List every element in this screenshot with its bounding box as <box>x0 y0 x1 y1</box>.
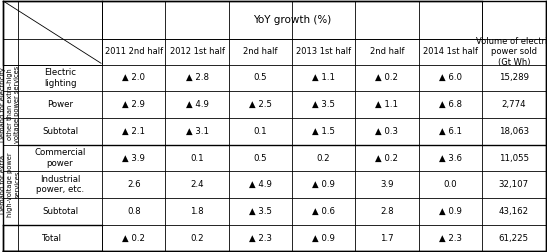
Text: ▲ 0.9: ▲ 0.9 <box>312 180 335 189</box>
Text: 18,063: 18,063 <box>499 127 529 136</box>
Text: Total: Total <box>43 234 62 243</box>
Text: ▲ 0.6: ▲ 0.6 <box>312 207 335 216</box>
Text: 0.8: 0.8 <box>127 207 141 216</box>
Text: 2012 1st half: 2012 1st half <box>170 47 225 56</box>
Text: 0.1: 0.1 <box>253 127 267 136</box>
Text: 1.7: 1.7 <box>380 234 394 243</box>
Text: 0.2: 0.2 <box>190 234 204 243</box>
Text: Volume of electric
power sold
(Gt Wh): Volume of electric power sold (Gt Wh) <box>476 37 547 67</box>
Text: Power: Power <box>47 100 73 109</box>
Text: 2.8: 2.8 <box>380 207 394 216</box>
Text: 0.5: 0.5 <box>253 153 267 163</box>
Text: 0.0: 0.0 <box>444 180 457 189</box>
Text: 0.1: 0.1 <box>190 153 204 163</box>
Text: ▲ 2.3: ▲ 2.3 <box>439 234 462 243</box>
Text: ▲ 4.9: ▲ 4.9 <box>249 180 272 189</box>
Text: 2011 2nd half: 2011 2nd half <box>104 47 163 56</box>
Text: 2014 1st half: 2014 1st half <box>423 47 478 56</box>
Text: YoY growth (%): YoY growth (%) <box>253 15 331 25</box>
Text: ▲ 6.8: ▲ 6.8 <box>439 100 462 109</box>
Text: 2.6: 2.6 <box>127 180 141 189</box>
Text: ▲ 3.9: ▲ 3.9 <box>123 153 145 163</box>
Text: 32,107: 32,107 <box>499 180 529 189</box>
Text: 11,055: 11,055 <box>499 153 529 163</box>
Text: ▲ 6.1: ▲ 6.1 <box>439 127 462 136</box>
Text: ▲ 2.9: ▲ 2.9 <box>123 100 145 109</box>
Text: ▲ 3.6: ▲ 3.6 <box>439 153 462 163</box>
Text: ▲ 2.8: ▲ 2.8 <box>185 73 208 82</box>
Text: 43,162: 43,162 <box>499 207 529 216</box>
Text: ▲ 0.9: ▲ 0.9 <box>439 207 462 216</box>
Text: ▲ 0.9: ▲ 0.9 <box>312 234 335 243</box>
Text: 2,774: 2,774 <box>502 100 526 109</box>
Text: ▲ 3.1: ▲ 3.1 <box>185 127 208 136</box>
Text: ▲ 1.5: ▲ 1.5 <box>312 127 335 136</box>
Text: 2nd half: 2nd half <box>243 47 277 56</box>
Text: 0.5: 0.5 <box>253 73 267 82</box>
Text: Demand for electricity
other than extra-high
voltage power services: Demand for electricity other than extra-… <box>1 66 20 143</box>
Text: ▲ 0.3: ▲ 0.3 <box>375 127 398 136</box>
Text: Subtotal: Subtotal <box>42 207 78 216</box>
Text: ▲ 1.1: ▲ 1.1 <box>375 100 398 109</box>
Text: Industrial
power, etc.: Industrial power, etc. <box>36 175 84 194</box>
Text: 0.2: 0.2 <box>317 153 330 163</box>
Text: 2.4: 2.4 <box>190 180 204 189</box>
Text: ▲ 3.5: ▲ 3.5 <box>312 100 335 109</box>
Text: 2nd half: 2nd half <box>370 47 404 56</box>
Text: Electric
lighting: Electric lighting <box>44 68 76 87</box>
Text: ▲ 0.2: ▲ 0.2 <box>375 153 398 163</box>
Text: 61,225: 61,225 <box>499 234 529 243</box>
Text: 15,289: 15,289 <box>499 73 529 82</box>
Text: ▲ 2.1: ▲ 2.1 <box>123 127 146 136</box>
Text: ▲ 6.0: ▲ 6.0 <box>439 73 462 82</box>
Text: Demand for extra
high-voltage power
services: Demand for extra high-voltage power serv… <box>1 152 20 217</box>
Text: ▲ 2.5: ▲ 2.5 <box>249 100 272 109</box>
Text: Subtotal: Subtotal <box>42 127 78 136</box>
Text: Commercial
power: Commercial power <box>34 148 86 168</box>
Text: ▲ 4.9: ▲ 4.9 <box>185 100 208 109</box>
Text: ▲ 3.5: ▲ 3.5 <box>249 207 272 216</box>
Text: ▲ 1.1: ▲ 1.1 <box>312 73 335 82</box>
Text: ▲ 0.2: ▲ 0.2 <box>375 73 398 82</box>
Text: 3.9: 3.9 <box>380 180 394 189</box>
Text: ▲ 2.0: ▲ 2.0 <box>123 73 146 82</box>
Text: 1.8: 1.8 <box>190 207 204 216</box>
Text: 2013 1st half: 2013 1st half <box>296 47 351 56</box>
Text: ▲ 2.3: ▲ 2.3 <box>249 234 272 243</box>
Text: ▲ 0.2: ▲ 0.2 <box>123 234 146 243</box>
